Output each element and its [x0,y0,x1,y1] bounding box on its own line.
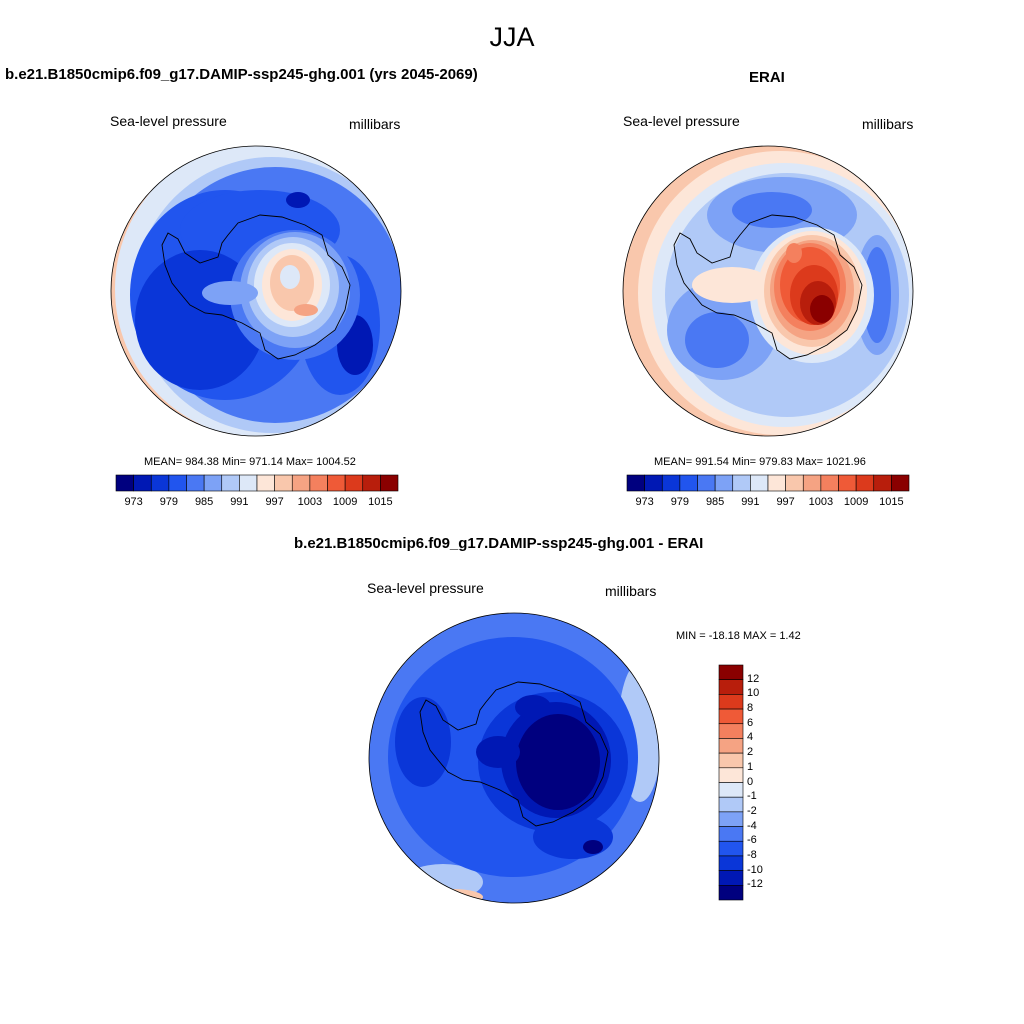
colorbar-box [274,474,293,492]
colorbar-tick-label: 985 [705,496,725,508]
colorbar-box [133,474,152,492]
figure-title: JJA [489,22,535,52]
map-model [110,145,402,437]
colorbar-box [855,474,875,492]
colorbar-box [718,796,744,813]
stats-model: MEAN= 984.38 Min= 971.14 Max= 1004.52 [144,456,356,468]
colorbar-box [718,679,744,695]
colorbar-box [644,474,663,492]
colorbar-box [661,474,681,492]
colorbar-box [221,474,240,492]
colorbar-box [718,885,744,901]
panel-left-label-obs: Sea-level pressure [623,113,740,129]
colorbar-tick-label: -12 [747,878,763,891]
colorbar-tick-label: 1 [747,760,754,773]
colorbar-box [718,723,744,739]
colorbar-box [291,474,311,492]
colorbar-tick-label: -4 [747,819,757,832]
colorbar-box [718,840,744,857]
colorbar-box [718,826,744,842]
colorbar-box [239,474,258,492]
colorbar-box [679,474,698,492]
colorbar-tick-label: 12 [747,672,760,685]
panel-title-obs: ERAI [749,69,785,86]
colorbar-box [718,664,744,680]
colorbar-box [697,474,716,492]
colorbar-box [767,474,786,492]
panel-left-label-model: Sea-level pressure [110,113,227,129]
colorbar-box [750,474,769,492]
colorbar-tick-label: 973 [124,496,143,508]
colorbar-box [309,474,328,492]
colorbar-tick-label: -6 [747,834,757,847]
colorbar-box [344,474,364,492]
colorbar-box [718,767,744,783]
stats-diff: MIN = -18.18 MAX = 1.42 [676,630,801,642]
colorbar-box [256,474,275,492]
colorbar-tick-label: 10 [747,687,760,700]
panel-units-diff: millibars [605,583,657,599]
colorbar-tick-label: 1009 [843,496,869,508]
colorbar-tick-label: 973 [635,496,654,508]
colorbar-box [115,474,134,492]
panel-left-label-diff: Sea-level pressure [367,580,484,596]
colorbar-tick-label: -2 [747,804,757,817]
colorbar-obs [626,474,910,492]
colorbar-tick-label: 991 [230,496,249,508]
panel-title-diff: b.e21.B1850cmip6.f09_g17.DAMIP-ssp245-gh… [294,535,704,552]
colorbar-box [718,708,744,725]
colorbar-box [327,474,346,492]
colorbar-tick-label: 8 [747,702,754,715]
colorbar-diff [718,664,744,901]
panel-units-model: millibars [349,116,401,132]
colorbar-box [718,855,744,871]
colorbar-tick-label: 997 [265,496,284,508]
panel-units-obs: millibars [862,116,914,132]
colorbar-box [186,474,205,492]
colorbar-tick-label: 979 [159,496,179,508]
colorbar-tick-label: 2 [747,746,754,759]
colorbar-box [714,474,734,492]
colorbar-box [718,694,744,710]
colorbar-tick-label: 1009 [332,496,358,508]
colorbar-box [718,752,744,769]
colorbar-box [838,474,857,492]
colorbar-tick-label: -10 [747,863,763,876]
colorbar-tick-label: 1015 [368,496,393,508]
colorbar-tick-label: 1003 [297,496,323,508]
map-diff [368,612,660,904]
colorbar-tick-label: 985 [194,496,214,508]
colorbar-box [891,474,910,492]
colorbar-box [718,811,744,827]
map-obs [622,145,914,437]
colorbar-box [203,474,223,492]
colorbar-box [732,474,751,492]
colorbar-tick-label: 1015 [879,496,904,508]
colorbar-box [718,870,744,886]
colorbar-box [150,474,170,492]
colorbar-box [873,474,892,492]
colorbar-box [718,782,744,798]
colorbar-tick-label: 997 [776,496,795,508]
colorbar-model [115,474,399,492]
colorbar-box [802,474,822,492]
colorbar-box [820,474,839,492]
panel-title-model: b.e21.B1850cmip6.f09_g17.DAMIP-ssp245-gh… [5,66,478,83]
colorbar-box [785,474,804,492]
colorbar-box [362,474,381,492]
colorbar-tick-label: -1 [747,790,757,803]
colorbar-tick-label: 991 [741,496,760,508]
colorbar-tick-label: 1003 [808,496,834,508]
colorbar-box [380,474,399,492]
colorbar-box [168,474,187,492]
stats-obs: MEAN= 991.54 Min= 979.83 Max= 1021.96 [654,456,866,468]
colorbar-tick-label: -8 [747,848,757,861]
colorbar-tick-label: 0 [747,775,754,788]
colorbar-tick-label: 4 [747,731,754,744]
colorbar-box [626,474,645,492]
colorbar-box [718,738,744,754]
colorbar-tick-label: 6 [747,716,754,729]
colorbar-tick-label: 979 [670,496,690,508]
